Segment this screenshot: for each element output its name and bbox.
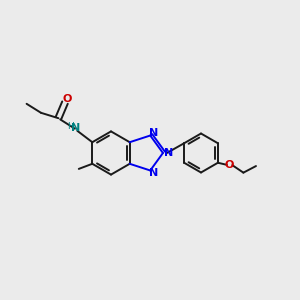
Text: N: N (164, 148, 174, 158)
Text: H: H (67, 122, 74, 131)
Text: N: N (149, 169, 158, 178)
Text: O: O (62, 94, 71, 104)
Text: N: N (71, 123, 80, 133)
Text: N: N (149, 128, 158, 137)
Text: O: O (225, 160, 234, 170)
